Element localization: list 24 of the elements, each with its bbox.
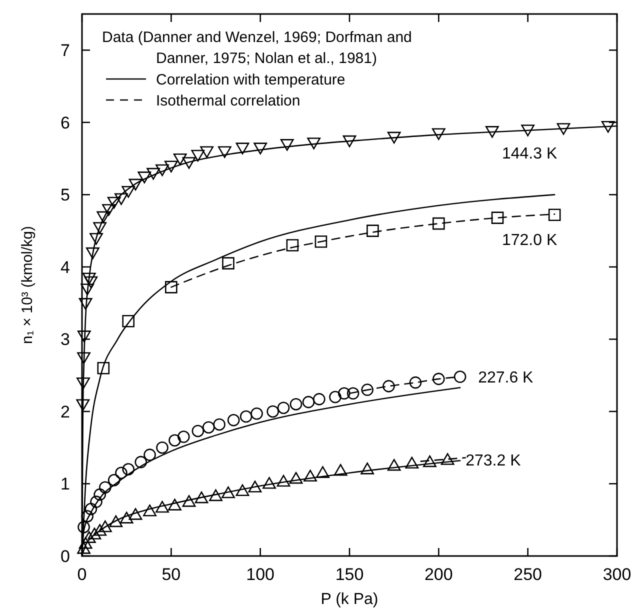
- legend-label: Correlation with temperature: [156, 71, 346, 88]
- x-axis-title: P (k Pa): [320, 591, 378, 608]
- y-tick-label: 7: [60, 41, 70, 60]
- x-tick-label: 150: [335, 565, 364, 584]
- legend-label: Isothermal correlation: [156, 92, 300, 110]
- series-label: 144.3 K: [502, 145, 558, 162]
- x-tick-label: 250: [514, 565, 542, 584]
- series-label: 172.0 K: [502, 232, 558, 250]
- y-axis-title: n₁ × 10³ (kmol/kg): [19, 226, 36, 344]
- legend-title: Data (Danner and Wenzel, 1969; Dorfman and Danner, 1975; Nolan et al., 1981): [102, 29, 412, 67]
- series-label: 273.2 K: [466, 452, 522, 470]
- y-tick-label: 2: [60, 402, 70, 422]
- x-tick-label: 0: [77, 565, 87, 584]
- x-tick-label: 50: [162, 565, 181, 584]
- y-tick-label: 4: [60, 258, 70, 277]
- y-tick-label: 1: [60, 474, 70, 494]
- y-tick-label: 6: [60, 113, 70, 132]
- y-tick-label: 3: [60, 330, 70, 350]
- y-tick-label: 0: [60, 546, 70, 566]
- x-tick-label: 100: [246, 565, 275, 584]
- series-label: 227.6 K: [478, 369, 534, 386]
- x-tick-label: 200: [424, 565, 453, 584]
- x-tick-label: 300: [602, 565, 632, 584]
- y-tick-label: 5: [60, 186, 70, 205]
